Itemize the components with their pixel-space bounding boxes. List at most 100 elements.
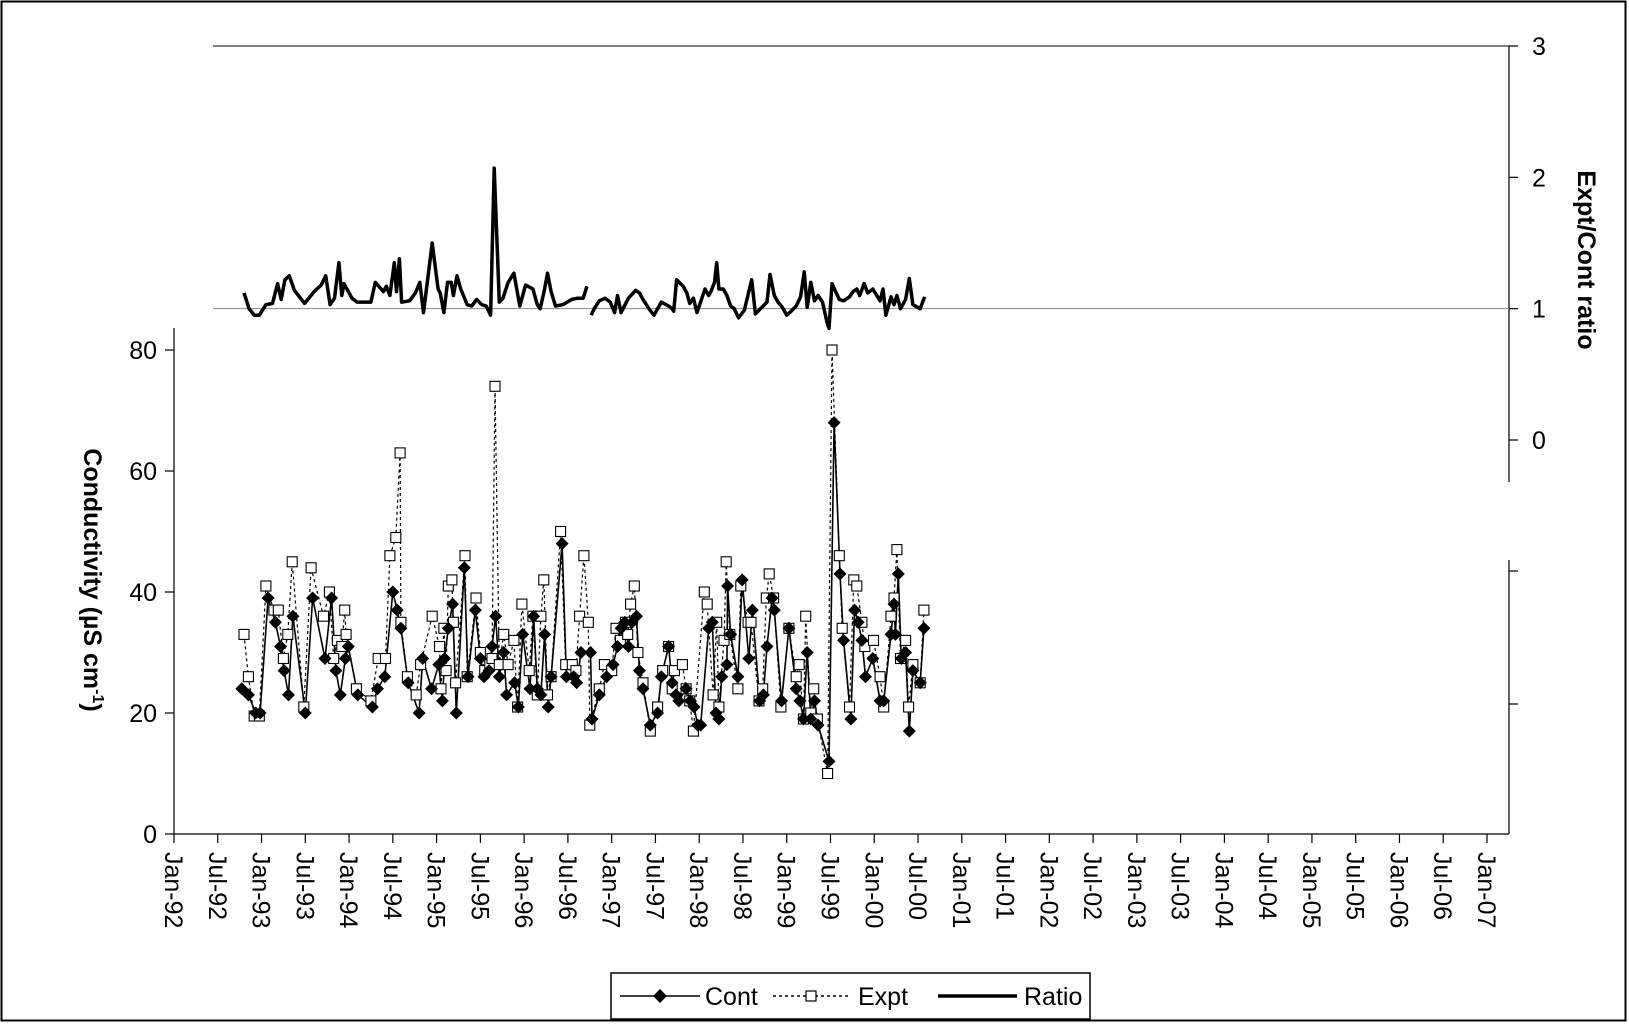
expt-point: [459, 550, 471, 562]
x-tick-label: Jul-97: [640, 852, 668, 920]
y-tick-label: 20: [129, 700, 157, 728]
expt-series-line: [243, 349, 925, 774]
x-tick-label: Jan-04: [1209, 852, 1237, 929]
expt-point: [826, 344, 838, 356]
expt-point: [918, 604, 930, 616]
cont-point: [570, 676, 584, 690]
x-tick-label: Jan-99: [772, 852, 800, 928]
cont-point: [665, 676, 679, 690]
cont-point: [489, 609, 503, 623]
cont-point: [516, 627, 530, 641]
cont-point: [371, 682, 384, 696]
cont-point: [797, 712, 810, 726]
cont-point: [241, 688, 255, 702]
cont-point: [394, 621, 408, 635]
cont-point: [712, 712, 726, 726]
expt-point: [272, 604, 284, 616]
cont-point: [804, 712, 818, 726]
expt-point: [426, 610, 438, 622]
expt-point: [707, 689, 719, 701]
expt-point: [867, 634, 880, 646]
x-tick-label: Jan-07: [1472, 852, 1500, 928]
x-tick-label: Jan-01: [947, 852, 975, 928]
expt-point: [390, 531, 402, 544]
x-axis-ticks: Jan-92 Jul-92 Jan-93 Jul-93 Jan-94 Jul-94 Jan-…: [159, 834, 1500, 929]
cont-point: [848, 603, 862, 617]
expt-point: [446, 574, 458, 586]
expt-point: [698, 586, 710, 598]
expt-point: [632, 646, 644, 659]
expt-point: [745, 616, 757, 628]
x-tick-label: Jul-99: [816, 852, 844, 920]
cont-point: [600, 670, 614, 684]
x-tick-label: Jul-94: [378, 852, 406, 920]
cont-point: [541, 700, 555, 714]
expt-point: [903, 701, 915, 713]
x-tick-label: Jul-03: [1166, 852, 1194, 920]
y2-tick-label: 3: [1532, 33, 1546, 61]
cont-point: [425, 682, 438, 696]
cont-point: [365, 700, 379, 714]
cont-point: [887, 597, 901, 611]
cont-point: [822, 754, 836, 768]
expt-point: [394, 447, 406, 459]
x-tick-label: Jul-98: [728, 852, 756, 920]
cont-point: [917, 621, 931, 635]
x-tick-label: Jul-93: [290, 852, 318, 920]
cont-point: [527, 609, 541, 623]
cont-point: [508, 676, 522, 690]
cont-point: [318, 652, 332, 665]
y2-axis-label: Expt/Cont ratio: [1572, 170, 1600, 349]
x-tick-label: Jul-04: [1253, 852, 1281, 920]
cont-point: [891, 567, 905, 581]
cont-point: [401, 676, 415, 690]
expt-point: [622, 628, 634, 640]
cont-point: [449, 706, 463, 720]
expt-point: [701, 598, 713, 610]
cont-point: [855, 633, 869, 647]
y2-tick-label: 0: [1532, 427, 1546, 455]
cont-point: [672, 694, 686, 708]
cont-point: [261, 591, 275, 605]
expt-point: [718, 634, 730, 646]
cont-point: [584, 646, 597, 659]
cont-point: [461, 670, 475, 684]
y-axis-label-superscript: -1: [89, 689, 106, 703]
cont-point: [654, 670, 668, 684]
legend-ratio-label: Ratio: [1024, 983, 1082, 1011]
cont-point: [592, 688, 606, 702]
cont-point: [298, 706, 312, 720]
expt-point: [498, 628, 510, 640]
x-tick-label: Jan-97: [597, 852, 625, 928]
cont-point: [679, 682, 693, 696]
y2-tick-label: 2: [1532, 164, 1546, 192]
series-layer: [235, 166, 931, 780]
cont-point: [606, 658, 620, 672]
expt-point: [486, 652, 498, 665]
cont-point: [808, 694, 821, 708]
cont-point: [268, 615, 282, 629]
expt-point: [833, 550, 845, 562]
y-tick-label: 40: [129, 579, 157, 607]
ratio-series-line: [589, 260, 927, 331]
x-tick-label: Jan-96: [509, 852, 537, 928]
expt-point: [891, 544, 903, 556]
x-tick-label: Jul-05: [1341, 852, 1369, 920]
cont-point: [274, 640, 287, 653]
cont-point: [756, 688, 770, 702]
cont-point: [338, 652, 352, 665]
expt-point: [238, 628, 250, 640]
cont-point: [742, 652, 756, 665]
cont-point: [811, 718, 825, 732]
expt-point: [317, 610, 330, 622]
cont-point: [500, 688, 514, 702]
y-tick-label: 0: [143, 821, 157, 849]
y-tick-label: 80: [129, 337, 157, 365]
x-tick-label: Jul-96: [553, 852, 581, 920]
cont-point: [866, 652, 880, 665]
cont-point: [724, 627, 738, 641]
expt-point: [489, 380, 501, 392]
expt-point: [836, 622, 848, 634]
expt-point: [450, 677, 462, 689]
expt-point: [508, 634, 520, 646]
